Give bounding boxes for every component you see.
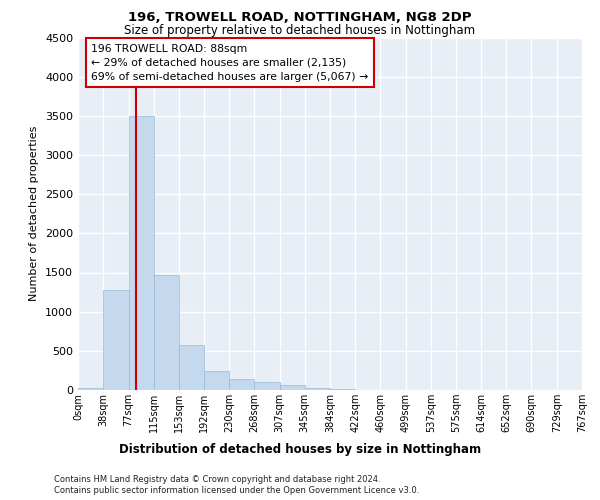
Text: Distribution of detached houses by size in Nottingham: Distribution of detached houses by size … [119, 443, 481, 456]
Text: Size of property relative to detached houses in Nottingham: Size of property relative to detached ho… [124, 24, 476, 37]
Bar [229, 378, 254, 390]
Bar [128, 116, 154, 390]
Bar [254, 382, 280, 390]
Text: Contains public sector information licensed under the Open Government Licence v3: Contains public sector information licen… [54, 486, 419, 495]
Bar [305, 388, 331, 390]
Text: 196, TROWELL ROAD, NOTTINGHAM, NG8 2DP: 196, TROWELL ROAD, NOTTINGHAM, NG8 2DP [128, 11, 472, 24]
Bar [331, 389, 355, 390]
Bar [154, 275, 179, 390]
Text: 196 TROWELL ROAD: 88sqm
← 29% of detached houses are smaller (2,135)
69% of semi: 196 TROWELL ROAD: 88sqm ← 29% of detache… [91, 44, 368, 82]
Bar [280, 386, 305, 390]
Y-axis label: Number of detached properties: Number of detached properties [29, 126, 40, 302]
Bar [204, 371, 229, 390]
Text: Contains HM Land Registry data © Crown copyright and database right 2024.: Contains HM Land Registry data © Crown c… [54, 475, 380, 484]
Bar [103, 290, 128, 390]
Bar [179, 346, 204, 390]
Bar [78, 388, 103, 390]
